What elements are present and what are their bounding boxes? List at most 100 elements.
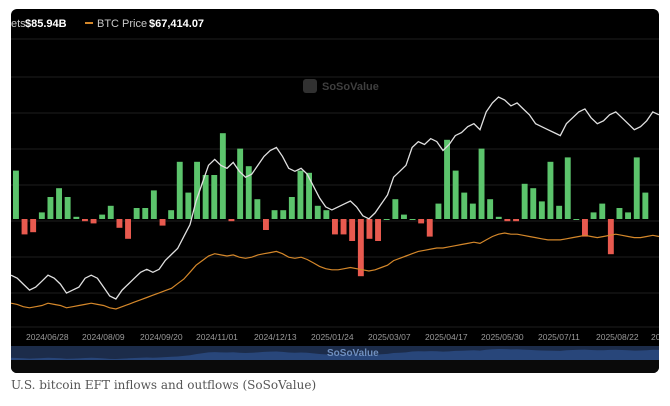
flow-bar xyxy=(271,210,278,219)
flow-bar xyxy=(590,212,597,219)
flow-bar xyxy=(125,219,131,239)
flow-bar xyxy=(194,161,200,219)
watermark-top: SoSoValue xyxy=(303,79,379,93)
flow-bar xyxy=(461,192,468,219)
x-tick-label: 2024/08/09 xyxy=(82,332,125,342)
flow-bar xyxy=(306,172,312,219)
flow-bar xyxy=(409,219,416,220)
legend: ets $85.94B BTC Price $67,414.07 xyxy=(11,18,204,30)
legend-flows-value: $85.94B xyxy=(25,18,67,30)
flow-bar xyxy=(107,205,114,219)
flow-bar xyxy=(150,190,157,219)
flow-bar xyxy=(383,219,390,220)
legend-price-value: $67,414.07 xyxy=(149,18,204,30)
flow-bar xyxy=(133,208,140,219)
flow-bar xyxy=(469,203,476,219)
flow-bar xyxy=(297,170,304,219)
flow-bar xyxy=(530,188,537,219)
assets-line xyxy=(11,232,659,310)
flow-bar xyxy=(513,219,519,222)
flow-bar xyxy=(375,219,381,241)
x-tick-label: 2024/09/20 xyxy=(140,332,183,342)
flow-bar xyxy=(547,161,554,219)
navigator-watermark: SoSoValue xyxy=(327,348,379,359)
series-lines xyxy=(11,96,659,310)
flow-bar xyxy=(142,208,149,219)
flow-bar xyxy=(340,219,347,235)
flow-bar xyxy=(21,219,28,235)
flow-bar xyxy=(159,219,166,226)
flow-bar xyxy=(538,201,545,219)
flow-bar xyxy=(616,208,623,219)
flow-bar xyxy=(478,148,485,219)
x-tick-label: 2025/01/24 xyxy=(311,332,354,342)
flow-bar xyxy=(13,170,19,219)
flow-bar xyxy=(521,183,528,219)
flow-bar xyxy=(426,219,433,237)
range-navigator[interactable]: SoSoValue xyxy=(11,346,659,373)
flow-bars xyxy=(13,133,649,277)
flow-bar xyxy=(228,219,235,222)
x-tick-label: 20 xyxy=(651,332,659,342)
flow-bar xyxy=(73,216,80,219)
flow-bar xyxy=(573,219,580,220)
figure-caption: U.S. bitcoin EFT inflows and outflows (S… xyxy=(11,378,317,392)
flow-bar xyxy=(116,219,123,228)
x-tick-label: 2024/12/13 xyxy=(254,332,297,342)
btc-price-line xyxy=(11,96,659,300)
flow-bar xyxy=(56,188,62,219)
flow-bar xyxy=(245,166,252,219)
watermark-logo-icon xyxy=(303,79,317,93)
flow-bar xyxy=(332,219,338,235)
flow-bar xyxy=(452,170,459,219)
flow-bar xyxy=(280,210,287,219)
watermark-text: SoSoValue xyxy=(322,81,379,93)
flow-bar xyxy=(366,219,373,239)
flow-bar xyxy=(176,161,183,219)
flow-bar xyxy=(185,192,192,219)
flow-bar xyxy=(323,210,330,219)
flow-bar xyxy=(401,214,407,219)
flow-bar xyxy=(90,219,97,224)
flow-bar xyxy=(237,148,244,219)
flow-bar xyxy=(564,157,571,219)
flow-bar xyxy=(633,157,640,219)
flow-bar xyxy=(642,192,649,219)
flow-bar xyxy=(607,219,614,255)
x-axis: 2024/06/28 2024/08/09 2024/09/20 2024/11/01… xyxy=(26,332,659,342)
flow-bar xyxy=(495,216,502,219)
flow-bar xyxy=(168,210,175,219)
x-tick-label: 2025/03/07 xyxy=(368,332,411,342)
flow-bar xyxy=(254,199,261,219)
flow-bar xyxy=(202,175,209,219)
flow-bar xyxy=(82,219,88,222)
flows-chart: SoSoValue 2024/06/28 2024/08/09 2024/09/20… xyxy=(11,18,659,373)
x-tick-label: 2025/05/30 xyxy=(481,332,524,342)
flow-bar xyxy=(582,219,588,237)
flow-bar xyxy=(444,139,450,219)
flow-bar xyxy=(418,219,425,224)
flow-bar xyxy=(263,219,269,230)
flow-bar xyxy=(487,199,494,219)
x-tick-label: 2024/06/28 xyxy=(26,332,69,342)
x-tick-label: 2025/04/17 xyxy=(425,332,468,342)
flow-bar xyxy=(38,212,45,219)
legend-flows-label: ets xyxy=(11,18,26,30)
flow-bar xyxy=(599,203,606,219)
x-tick-label: 2024/11/01 xyxy=(196,332,238,342)
navigator-area xyxy=(11,349,659,360)
flow-bar xyxy=(357,219,364,277)
flow-bar xyxy=(219,133,226,219)
legend-price-label: BTC Price xyxy=(97,18,147,30)
flow-bar xyxy=(556,205,563,219)
flow-bar xyxy=(504,219,511,222)
flow-bar xyxy=(64,197,71,219)
flow-bar xyxy=(392,199,399,219)
flow-bar xyxy=(211,175,218,219)
navigator-footer xyxy=(11,360,659,373)
flow-bar xyxy=(435,203,442,219)
x-tick-label: 2025/08/22 xyxy=(596,332,639,342)
flow-bar xyxy=(30,219,37,233)
flow-bar xyxy=(349,219,356,241)
x-tick-label: 2025/07/11 xyxy=(538,332,580,342)
